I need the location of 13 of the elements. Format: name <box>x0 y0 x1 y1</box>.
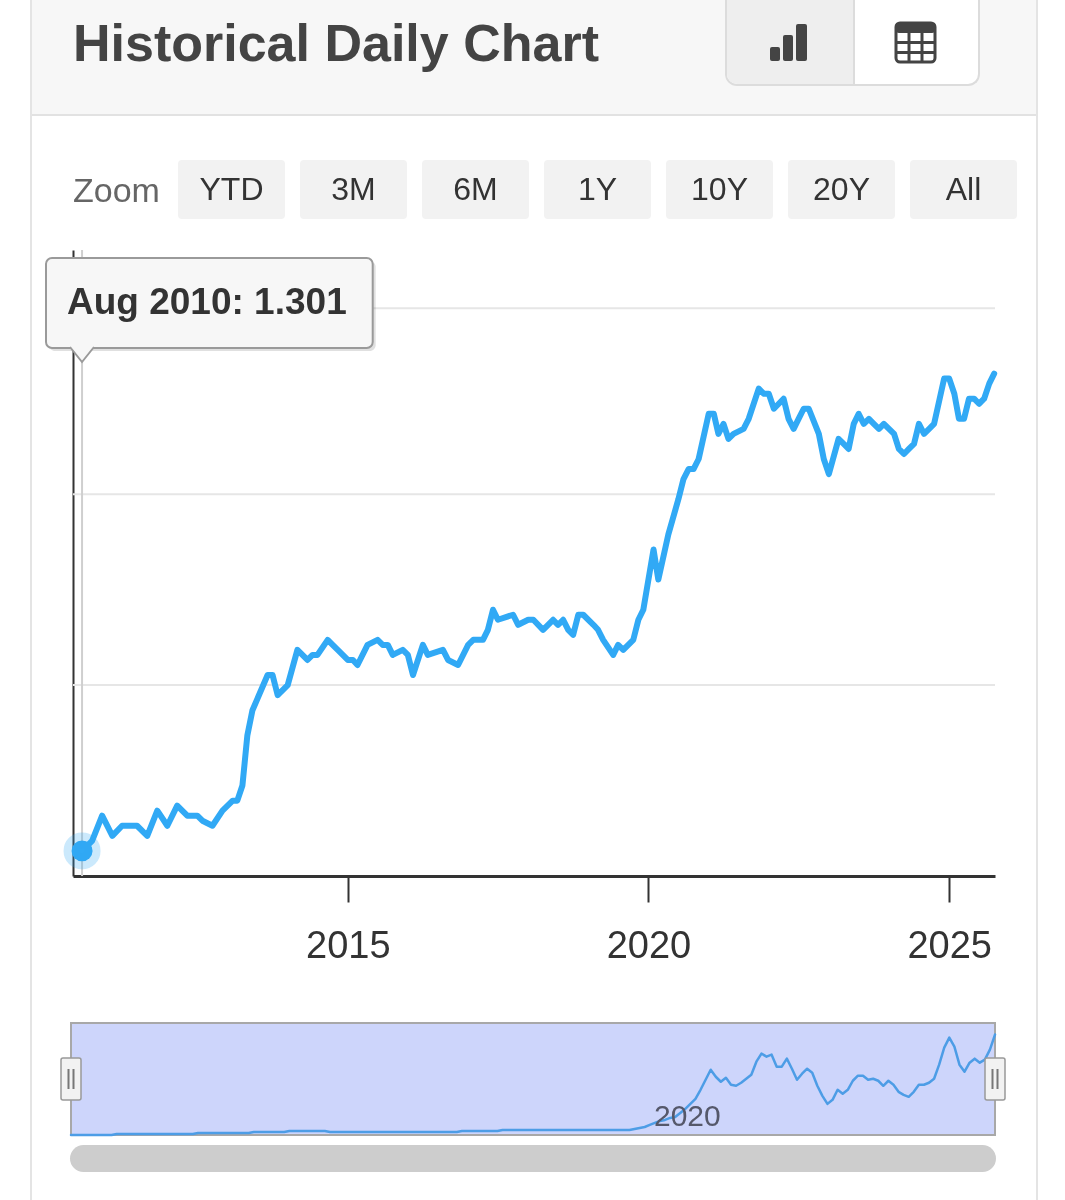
range-button: 10Y <box>666 160 773 219</box>
x-tick-label: 2015 <box>306 923 391 966</box>
range-button: All <box>910 160 1017 219</box>
range-button: YTD <box>178 160 285 219</box>
range-button: 3M <box>300 160 407 219</box>
text: Aug 2010: 1.301 <box>67 281 347 322</box>
range-button: 1Y <box>544 160 651 219</box>
range-button: 20Y <box>788 160 895 219</box>
chart-title: Historical Daily Chart <box>73 14 599 72</box>
x-tick-label: 2025 <box>907 923 992 966</box>
range-button: 6M <box>422 160 529 219</box>
x-tick-label: 2020 <box>606 923 692 966</box>
text: Zoom <box>73 170 160 210</box>
